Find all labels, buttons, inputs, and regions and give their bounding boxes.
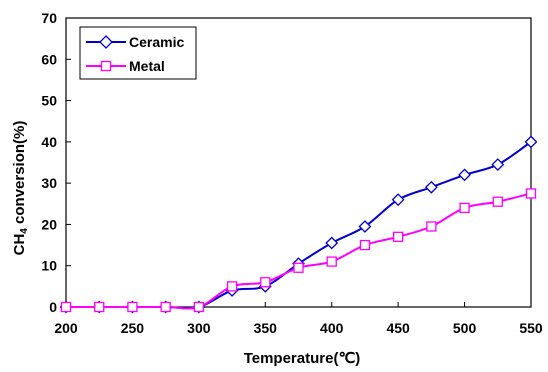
series-line-ceramic — [65, 141, 532, 310]
data-point-metal — [392, 231, 404, 242]
data-point-metal — [426, 221, 437, 232]
data-point-metal — [293, 262, 304, 273]
x-tick-label: 500 — [453, 320, 477, 336]
y-axis-label: CH4 conversion(%) — [11, 121, 30, 256]
y-tick-label: 40 — [41, 134, 57, 150]
y-tick-label: 0 — [49, 299, 57, 315]
data-point-metal — [94, 301, 105, 313]
data-point-metal — [326, 256, 337, 267]
y-axis-label-subscript: 4 — [19, 228, 30, 234]
data-point-metal — [359, 239, 371, 251]
data-point-metal — [492, 196, 503, 207]
data-point-metal — [193, 301, 205, 313]
data-point-ceramic — [458, 168, 471, 182]
legend-marker-metal — [100, 60, 112, 72]
x-tick-label: 550 — [519, 320, 543, 336]
y-tick-label: 10 — [41, 258, 57, 274]
x-tick-label: 450 — [386, 320, 410, 336]
data-point-ceramic — [524, 135, 538, 149]
legend-box — [79, 26, 197, 80]
axis-ticks: 0 10 20 30 40 50 60 70 200 250 300 350 400 450 500 550 — [41, 10, 542, 336]
data-point-ceramic — [424, 180, 438, 194]
x-tick-label: 300 — [187, 320, 211, 336]
data-point-metal — [525, 188, 537, 199]
data-point-ceramic — [491, 158, 505, 171]
data-point-ceramic — [358, 220, 372, 233]
data-point-metal — [60, 301, 72, 313]
legend-label-ceramic: Ceramic — [129, 34, 184, 50]
legend-marker-ceramic — [99, 35, 113, 49]
data-point-metal — [260, 277, 271, 288]
plot-area — [65, 17, 532, 308]
y-tick-label: 70 — [41, 10, 57, 26]
y-tick-label: 20 — [41, 216, 57, 232]
y-axis-label-rest: conversion(%) — [11, 121, 28, 229]
x-tick-label: 350 — [254, 320, 278, 336]
data-point-metal — [160, 301, 171, 313]
y-tick-label: 60 — [41, 51, 57, 67]
data-point-ceramic — [391, 193, 405, 207]
data-point-ceramic — [325, 236, 339, 250]
y-tick-label: 30 — [41, 175, 57, 191]
y-tick-label: 50 — [41, 93, 57, 109]
legend-label-metal: Metal — [129, 58, 165, 74]
plot-frame — [65, 17, 532, 308]
series-group — [59, 135, 538, 314]
x-axis-label: Temperature(℃) — [244, 350, 361, 367]
data-point-metal — [459, 202, 470, 214]
legend: Ceramic Metal — [79, 26, 197, 80]
x-tick-label: 400 — [320, 320, 344, 336]
data-point-metal — [127, 301, 138, 313]
x-tick-label: 250 — [121, 320, 145, 336]
y-axis-label-main: CH — [11, 234, 28, 256]
x-tick-label: 200 — [54, 320, 78, 336]
data-point-metal — [226, 281, 238, 292]
